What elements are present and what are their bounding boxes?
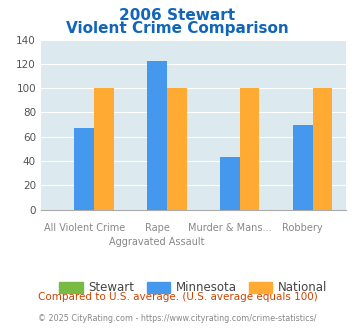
Text: Compared to U.S. average. (U.S. average equals 100): Compared to U.S. average. (U.S. average …: [38, 292, 317, 302]
Text: © 2025 CityRating.com - https://www.cityrating.com/crime-statistics/: © 2025 CityRating.com - https://www.city…: [38, 314, 317, 323]
Text: 2006 Stewart: 2006 Stewart: [119, 8, 236, 23]
Bar: [167, 88, 187, 210]
Bar: [313, 88, 332, 210]
Bar: [94, 88, 114, 210]
Bar: [74, 128, 94, 210]
Bar: [240, 88, 260, 210]
Bar: [293, 124, 313, 210]
Text: Rape: Rape: [144, 223, 169, 233]
Text: All Violent Crime: All Violent Crime: [44, 223, 125, 233]
Text: Robbery: Robbery: [283, 223, 323, 233]
Bar: [147, 61, 167, 210]
Text: Murder & Mans...: Murder & Mans...: [188, 223, 272, 233]
Text: Aggravated Assault: Aggravated Assault: [109, 237, 205, 247]
Text: Violent Crime Comparison: Violent Crime Comparison: [66, 21, 289, 36]
Legend: Stewart, Minnesota, National: Stewart, Minnesota, National: [54, 277, 333, 299]
Bar: [220, 157, 240, 210]
